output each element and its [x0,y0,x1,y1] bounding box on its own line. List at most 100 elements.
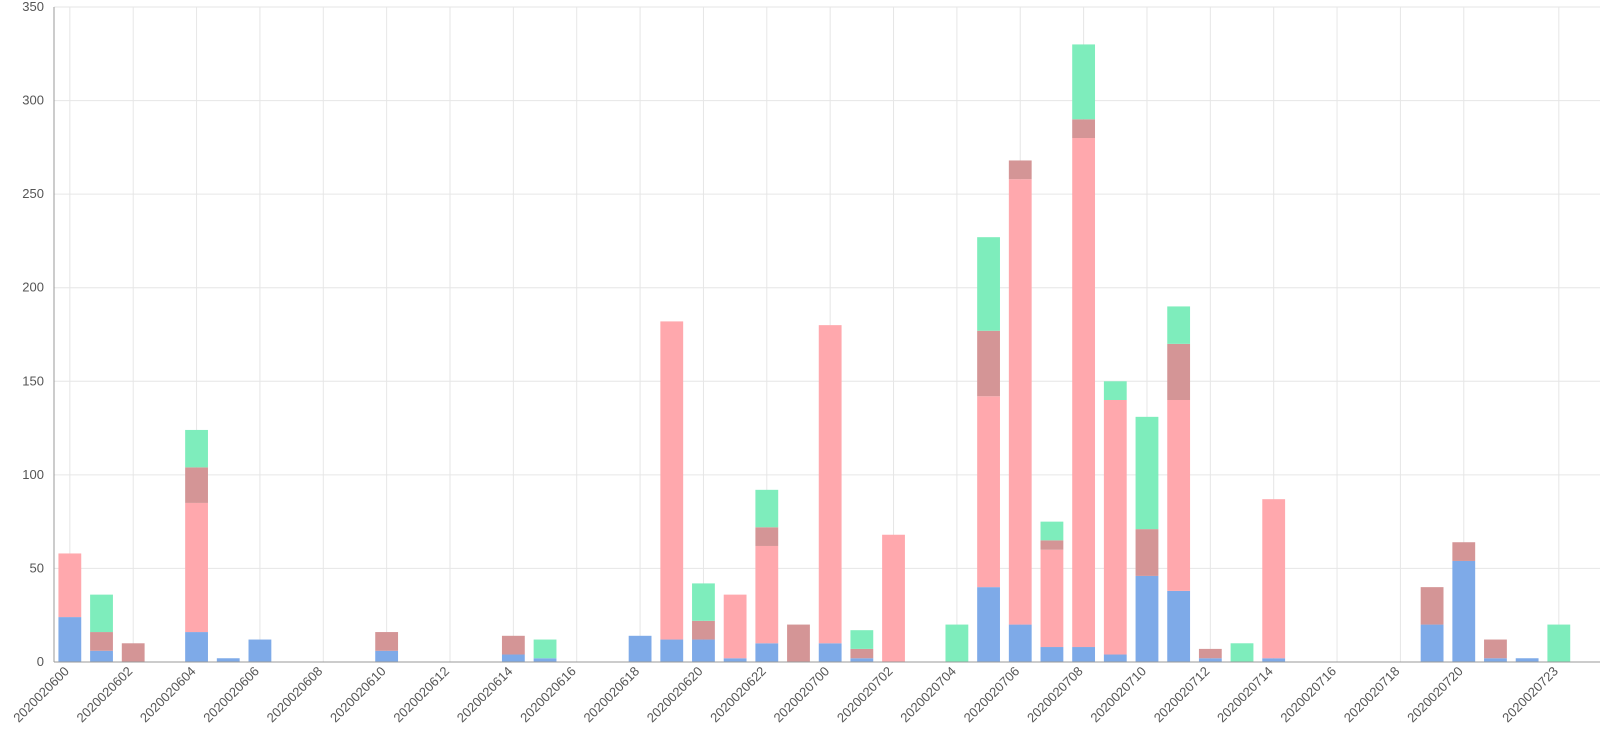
bar-segment-series-1 [1198,658,1222,662]
bar-segment-series-2 [1008,179,1032,625]
bar-segment-series-3 [1452,542,1476,561]
x-tick-label: 2020020618 [580,664,642,726]
bar-segment-series-4 [185,429,208,468]
bar-segment-series-1 [1135,575,1159,662]
bar-segment-series-3 [185,467,208,503]
bar-segment-series-4 [1072,44,1096,120]
x-tick-label: 2020020600 [10,664,72,726]
y-tick-label: 0 [37,654,44,669]
bar-segment-series-4 [1135,416,1159,530]
x-tick-label: 2020020614 [454,664,516,726]
bar-segment-series-2 [1103,400,1127,655]
y-tick-label: 350 [22,0,44,14]
bar-segment-series-3 [977,330,1000,397]
bar-segment-series-4 [1230,643,1254,662]
bar-segment-series-3 [755,527,779,546]
bar-segment-series-1 [1452,560,1476,662]
bar-segment-series-4 [850,630,874,649]
bar-segment-series-4 [755,489,779,528]
bar-segment-series-1 [501,654,525,662]
bar-segment-series-4 [692,583,715,621]
bar-segment-series-1 [1040,647,1064,662]
x-tick-label: 2020020702 [834,664,896,726]
bar-segment-series-1 [850,658,874,662]
bar-segment-series-1 [755,643,779,662]
x-tick-label: 2020020708 [1024,664,1086,726]
bar-segment-series-4 [1167,306,1191,344]
x-tick-label: 2020020602 [74,664,136,726]
x-tick-label: 2020020604 [137,664,199,726]
x-tick-label: 2020020606 [200,664,262,726]
bar-segment-series-1 [375,650,399,662]
y-tick-label: 150 [22,373,44,388]
x-tick-label: 2020020716 [1277,664,1339,726]
x-tick-label: 2020020608 [264,664,326,726]
x-tick-label: 2020020712 [1151,664,1213,726]
bar-segment-series-3 [121,643,145,662]
bar-segment-series-1 [1103,654,1127,662]
x-tick-label: 2020020700 [771,664,833,726]
y-tick-label: 200 [22,280,44,295]
bar-segment-series-3 [1484,639,1507,659]
x-tick-label: 2020020706 [961,664,1023,726]
bar-segment-series-3 [90,632,113,651]
x-tick-label: 2020020616 [517,664,579,726]
bar-segment-series-3 [692,620,715,640]
bar-segment-series-1 [628,635,652,662]
bar-segment-series-1 [90,650,113,662]
bar-segment-series-1 [1515,658,1539,662]
bar-segment-series-1 [818,643,842,662]
bar-segment-series-2 [1040,549,1064,648]
y-tick-label: 50 [30,560,44,575]
x-tick-label: 2020020620 [644,664,706,726]
bar-segment-series-1 [1072,647,1096,662]
bar-segment-series-3 [1040,540,1064,550]
bar-segment-series-1 [723,658,747,662]
bar-segment-series-2 [1262,499,1286,659]
bar-segment-series-2 [58,553,82,618]
bar-segment-series-2 [185,502,208,633]
bar-segment-series-1 [1008,624,1032,662]
bar-segment-series-2 [723,594,747,659]
bar-segment-series-4 [1040,521,1064,541]
x-tick-label: 2020020622 [707,664,769,726]
bar-segment-series-2 [1167,400,1191,591]
bar-segment-series-1 [1167,590,1191,662]
bar-segment-series-1 [977,587,1000,662]
axes [53,7,1600,663]
bar-segment-series-3 [1420,587,1444,625]
bar-segment-series-1 [248,639,272,662]
bar-segment-series-4 [977,237,1000,331]
bar-segment-series-1 [692,639,715,662]
bar-segment-series-2 [818,325,842,644]
bar-segment-series-4 [1103,381,1127,400]
y-tick-labels: 0 50 100 150 200 250 300 350 [22,0,44,669]
bar-segment-series-2 [755,545,779,644]
y-tick-label: 300 [22,93,44,108]
bar-segment-series-3 [850,648,874,659]
bar-segment-series-3 [1135,529,1159,576]
x-tick-label: 2020020612 [390,664,452,726]
bar-segment-series-3 [1008,160,1032,180]
bar-segment-series-4 [945,624,969,662]
x-tick-label: 2020020720 [1404,664,1466,726]
bar-segment-series-1 [58,617,82,662]
y-tick-label: 100 [22,467,44,482]
x-tick-label: 2020020710 [1087,664,1149,726]
bar-segment-series-1 [216,658,240,662]
bar-segment-series-1 [1484,658,1507,662]
y-tick-label: 250 [22,186,44,201]
bar-segment-series-3 [375,632,399,651]
bar-segment-series-3 [501,635,525,655]
bar-segment-series-2 [1072,138,1096,648]
x-tick-label: 2020020718 [1341,664,1403,726]
bar-segment-series-3 [1167,343,1191,400]
bar-segment-series-2 [977,396,1000,588]
bar-segment-series-4 [90,594,113,633]
bars [58,44,1571,662]
x-tick-label: 2020020723 [1499,664,1561,726]
bar-segment-series-2 [882,534,905,662]
bar-segment-series-1 [533,658,557,662]
x-tick-label: 2020020610 [327,664,389,726]
